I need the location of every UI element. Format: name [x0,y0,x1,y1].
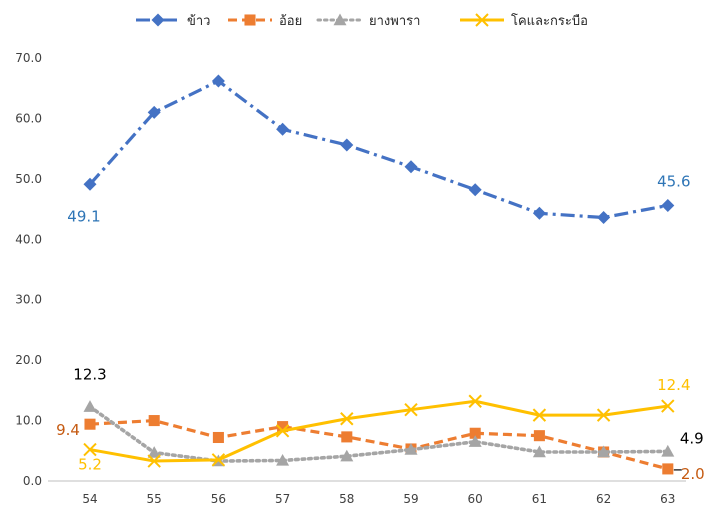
data-point [469,427,481,439]
data-point [147,105,161,119]
x-tick-label: 62 [596,492,611,506]
legend-label: ยางพารา [369,14,420,29]
legend-entry: อ้อย [228,14,302,29]
data-labels: 49.1 45.6 9.4 2.0 12.3 4.9 5.2 12.4 [56,172,705,482]
data-label: 12.3 [73,366,106,384]
data-point [661,198,675,212]
data-point [83,177,97,191]
data-point [532,206,546,220]
legend-label: อ้อย [279,14,302,29]
series-1 [83,74,675,225]
data-point [532,445,546,458]
y-tick-label: 50.0 [15,172,42,186]
series-group [83,74,675,475]
x-tick-label: 61 [532,492,547,506]
y-tick-label: 10.0 [15,414,42,428]
data-point [211,74,225,88]
legend-entry: ยางพารา [316,13,420,29]
data-point [147,446,161,458]
data-label: 12.4 [657,376,690,394]
x-tick-label: 54 [82,492,97,506]
series-3 [83,400,675,467]
data-point [533,430,545,442]
data-point [661,444,675,457]
y-tick-label: 30.0 [15,293,42,307]
data-point [211,453,226,467]
data-point [468,183,482,197]
x-tick-label: 59 [403,492,418,506]
axes: 0.0 10.0 20.0 30.0 40.0 50.0 60.0 70.0 54 55 56 57 5… [15,51,686,506]
data-label: 9.4 [56,421,80,439]
legend-marker [333,13,347,26]
data-point [661,399,675,413]
series-2 [84,415,674,475]
data-point [148,415,160,427]
data-point [340,412,354,426]
data-point [404,160,418,174]
data-point [83,400,97,412]
x-tick-label: 60 [468,492,483,506]
legend: ข้าว อ้อย ยางพารา โคและกระบือ [136,13,588,29]
legend-label: ข้าว [187,14,211,29]
data-label: 5.2 [78,456,102,474]
series-4 [83,394,675,468]
data-point [277,421,289,433]
legend-entry: โคและกระบือ [460,13,588,29]
legend-marker [151,13,165,27]
data-label: 45.6 [657,172,690,190]
data-point [596,408,611,422]
x-tick-label: 57 [275,492,290,506]
data-point [212,431,224,444]
data-point [147,454,161,468]
data-point [532,408,547,422]
x-tick-label: 55 [147,492,162,506]
y-tick-label: 60.0 [15,111,42,125]
data-label: 4.9 [680,429,704,447]
data-label: 2.0 [681,465,705,483]
legend-marker [475,13,489,27]
data-point [276,122,290,136]
data-point [468,435,482,447]
y-tick-label: 20.0 [15,353,42,367]
data-point [597,445,611,458]
y-tick-label: 0.0 [23,474,42,488]
data-point [340,449,354,462]
x-tick-label: 58 [339,492,354,506]
series-line [88,79,669,220]
series-line [88,404,670,463]
x-tick-label: 63 [660,492,675,506]
legend-marker [244,14,256,26]
data-point [404,402,418,417]
data-label: 49.1 [67,207,100,225]
data-point [341,431,353,443]
data-point [662,463,674,475]
data-point [276,453,290,466]
series-line [89,399,669,463]
data-point [468,394,482,408]
legend-label: โคและกระบือ [511,13,588,29]
data-point [404,443,418,455]
data-point [275,424,290,438]
x-tick-label: 56 [211,492,226,506]
y-tick-label: 70.0 [15,51,42,65]
legend-entry: ข้าว [136,13,211,29]
data-point [597,211,611,225]
y-tick-label: 40.0 [15,232,42,246]
data-point [83,442,97,457]
data-point [340,138,354,152]
data-point [84,418,96,430]
